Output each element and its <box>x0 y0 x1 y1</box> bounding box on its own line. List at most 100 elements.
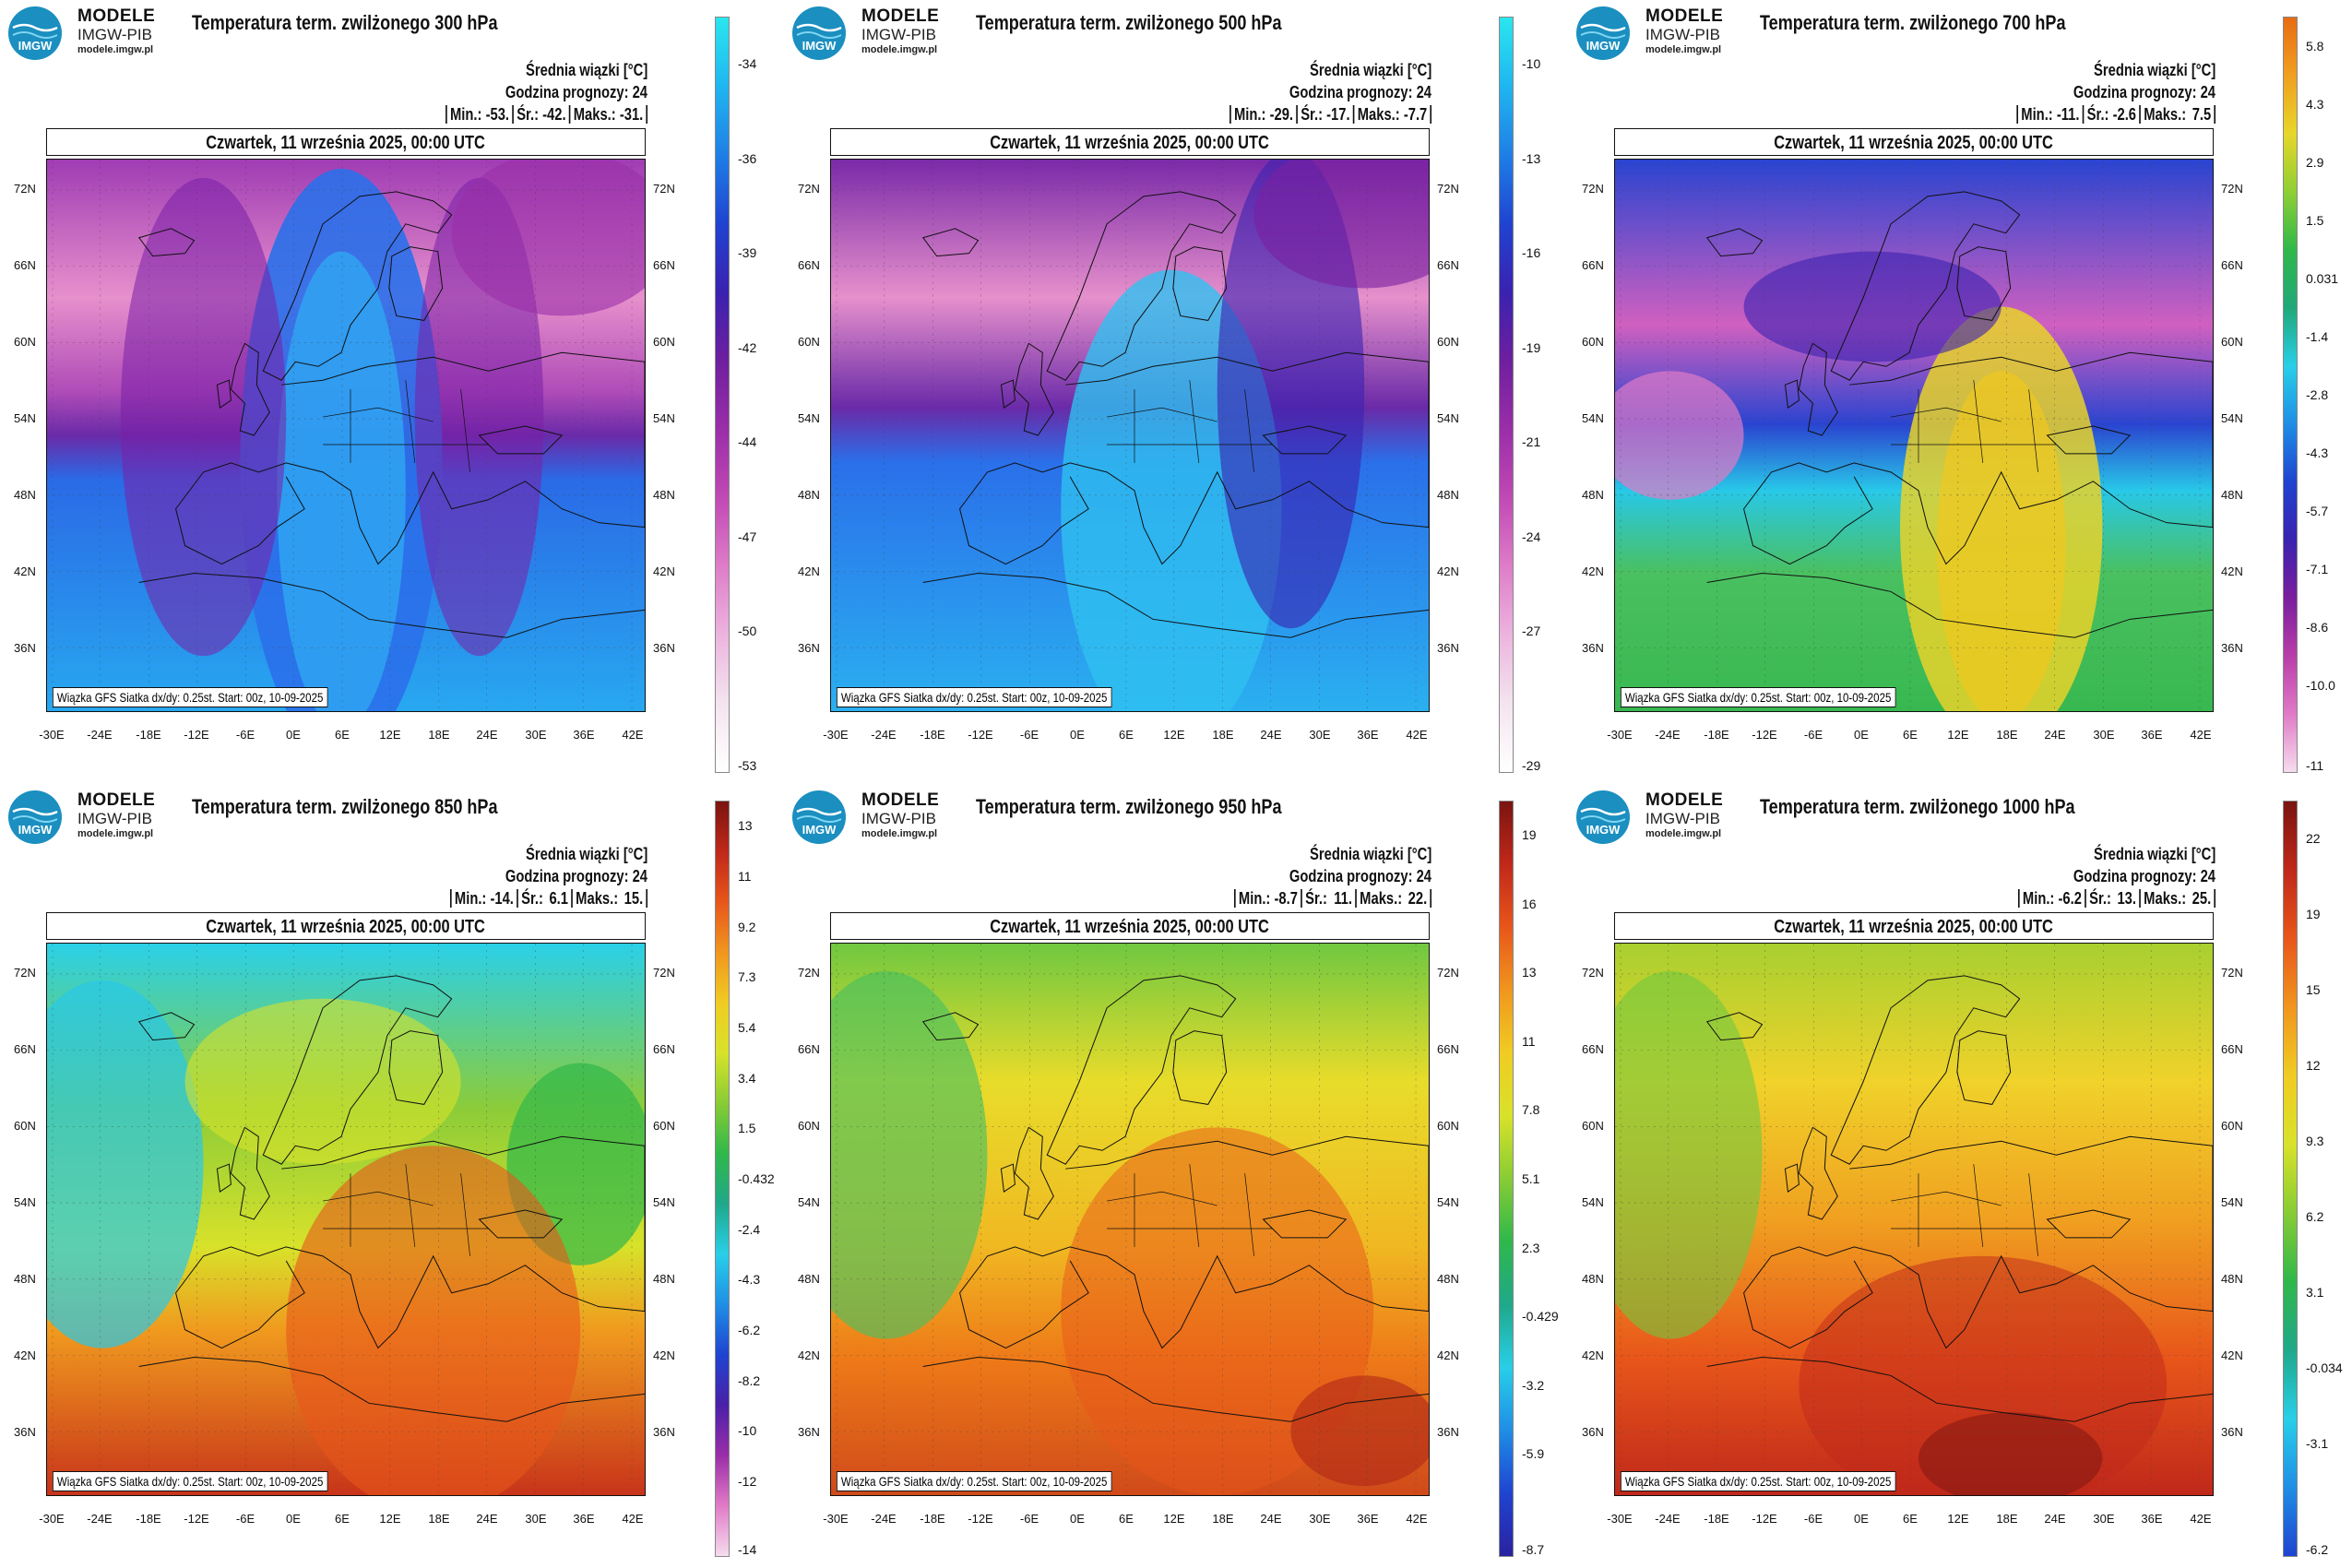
lon-label: 0E <box>1070 728 1085 742</box>
colorbar-tick-label: 0.031 <box>2306 270 2339 286</box>
lon-label: 36E <box>573 1512 595 1526</box>
lon-label: -30E <box>39 728 65 742</box>
lon-label: 12E <box>379 728 401 742</box>
lon-label: 6E <box>335 1512 350 1526</box>
lon-label: -18E <box>136 728 161 742</box>
forecast-hour: Godzina prognozy: 24 <box>2073 867 2215 885</box>
colorbar-tick-label: -2.4 <box>738 1221 761 1237</box>
lat-label-right: 42N <box>2221 564 2243 578</box>
lon-label: -6E <box>1803 1512 1823 1526</box>
lon-label: -18E <box>920 1512 945 1526</box>
lat-label-right: 48N <box>1437 488 1459 502</box>
lat-label-left: 42N <box>798 564 820 578</box>
colorbar-tick-label: -34 <box>738 56 757 72</box>
lat-label-left: 42N <box>14 564 36 578</box>
lat-label-right: 66N <box>1437 258 1459 272</box>
lon-label: 18E <box>428 1512 450 1526</box>
lat-label-left: 42N <box>798 1348 820 1362</box>
lat-label-right: 60N <box>2221 1119 2243 1133</box>
lat-label-right: 66N <box>653 1042 675 1056</box>
brand-url: modele.imgw.pl <box>77 44 154 55</box>
lat-label-right: 60N <box>2221 335 2243 349</box>
lat-label-right: 36N <box>2221 641 2243 655</box>
lat-label-left: 66N <box>1582 258 1604 272</box>
lat-label-left: 42N <box>1582 564 1604 578</box>
model-footer: Wiązka GFS Siatka dx/dy: 0.25st. Start: … <box>1621 1471 1896 1491</box>
lon-label: 36E <box>2141 728 2163 742</box>
stat-max: Maks.: -31. <box>568 105 647 124</box>
colorbar-tick-label: 5.1 <box>1522 1171 1540 1186</box>
stat-mean: Śr.: 6.1 <box>517 889 572 908</box>
stat-header: Średnia wiązki [°C] <box>525 61 647 79</box>
lon-label: 0E <box>286 1512 301 1526</box>
lon-label: -30E <box>823 728 849 742</box>
imgw-logo: IMGW <box>1575 6 1631 61</box>
brand-block: MODELE IMGW-PIB modele.imgw.pl <box>1645 791 1723 839</box>
lat-label-left: 36N <box>798 1425 820 1439</box>
lon-label: -6E <box>1803 728 1823 742</box>
imgw-logo: IMGW <box>7 6 63 61</box>
brand-name: MODELE <box>1645 6 1724 26</box>
colorbar-tick-label: 16 <box>1522 896 1537 911</box>
stats-line: Min.: -14. Śr.: 6.1 Maks.: 15. <box>449 889 647 909</box>
temperature-map: Wiązka GFS Siatka dx/dy: 0.25st. Start: … <box>830 159 1430 712</box>
panel-title: Temperatura term. zwilżonego 500 hPa <box>976 11 1282 34</box>
colorbar-tick-label: -4.3 <box>2306 445 2329 461</box>
colorbar-tick-label: -39 <box>738 245 757 261</box>
temperature-map: Wiązka GFS Siatka dx/dy: 0.25st. Start: … <box>830 943 1430 1496</box>
lat-label-left: 36N <box>1582 1425 1604 1439</box>
stat-mean: Śr.: -42. <box>512 105 569 124</box>
lon-label: 6E <box>335 728 350 742</box>
date-band: Czwartek, 11 września 2025, 00:00 UTC <box>1614 912 2214 940</box>
colorbar-tick-label: -44 <box>738 434 757 450</box>
imgw-logo: IMGW <box>791 6 847 61</box>
panel-title: Temperatura term. zwilżonego 1000 hPa <box>1760 795 2075 818</box>
lon-label: -24E <box>1655 728 1681 742</box>
colorbar-tick-label: -8.2 <box>738 1372 761 1388</box>
lon-label: -6E <box>235 728 255 742</box>
lat-label-right: 72N <box>2221 182 2243 196</box>
lat-label-left: 54N <box>14 411 36 425</box>
lon-label: 30E <box>2093 728 2115 742</box>
lon-label: -24E <box>87 728 113 742</box>
lon-label: 0E <box>286 728 301 742</box>
stat-header: Średnia wiązki [°C] <box>1309 845 1431 863</box>
colorbar-tick-label: -6.2 <box>738 1323 761 1337</box>
colorbar-tick-label: -10.0 <box>2306 678 2335 694</box>
brand-name: MODELE <box>77 790 156 810</box>
model-footer: Wiązka GFS Siatka dx/dy: 0.25st. Start: … <box>53 1471 328 1491</box>
colorbar-tick-label: 7.8 <box>1522 1102 1540 1118</box>
map-panel: IMGW MODELE IMGW-PIB modele.imgw.pl Temp… <box>0 0 784 784</box>
lat-label-left: 48N <box>798 1272 820 1286</box>
colorbar-tick-label: -10 <box>738 1423 757 1439</box>
colorbar-tick-label: 19 <box>1522 827 1537 843</box>
colorbar-tick-label: -7.1 <box>2306 562 2329 577</box>
lon-label: 30E <box>525 728 547 742</box>
colorbar-tick-label: -16 <box>1522 245 1541 261</box>
lat-label-right: 72N <box>653 182 675 196</box>
lat-label-left: 48N <box>798 488 820 502</box>
stat-max: Maks.: 25. <box>2139 889 2215 908</box>
stats-line: Min.: -8.7 Śr.: 11. Maks.: 22. <box>1233 889 1431 909</box>
imgw-logo: IMGW <box>791 790 847 845</box>
lon-label: 6E <box>1119 1512 1134 1526</box>
panel-title: Temperatura term. zwilżonego 850 hPa <box>192 795 498 818</box>
brand-url: modele.imgw.pl <box>77 828 154 839</box>
colorbar-tick-label: -19 <box>1522 339 1541 355</box>
colorbar-tick-label: 13 <box>738 818 753 834</box>
lon-label: -24E <box>87 1512 113 1526</box>
lat-label-left: 42N <box>14 1348 36 1362</box>
colorbar-tick-label: -6.2 <box>2306 1542 2329 1557</box>
colorbar-tick-label: -36 <box>738 150 757 166</box>
model-footer: Wiązka GFS Siatka dx/dy: 0.25st. Start: … <box>53 687 328 707</box>
lat-label-right: 66N <box>2221 1042 2243 1056</box>
lon-label: -30E <box>39 1512 65 1526</box>
colorbar-tick-label: -24 <box>1522 529 1541 544</box>
lat-label-left: 48N <box>14 1272 36 1286</box>
imgw-logo: IMGW <box>1575 790 1631 845</box>
stats-line: Min.: -53. Śr.: -42. Maks.: -31. <box>445 105 647 125</box>
lon-label: 12E <box>1947 1512 1969 1526</box>
lon-label: -12E <box>184 1512 209 1526</box>
brand-block: MODELE IMGW-PIB modele.imgw.pl <box>1645 7 1723 55</box>
lon-label: 12E <box>1947 728 1969 742</box>
